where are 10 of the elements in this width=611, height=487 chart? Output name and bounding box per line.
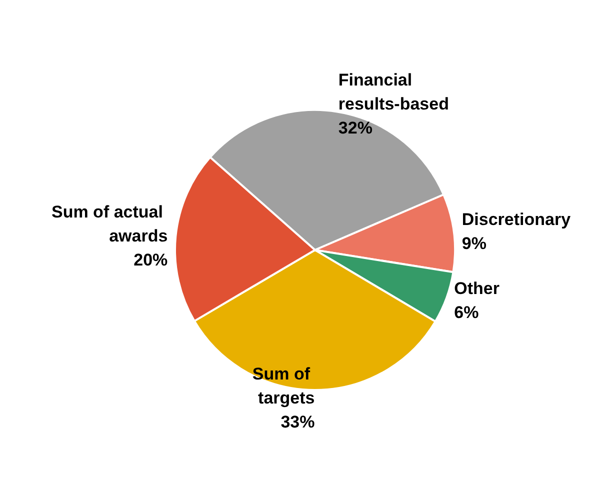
data-label: 33% — [280, 412, 315, 432]
data-label: 32% — [338, 118, 372, 138]
data-label: 9% — [462, 234, 486, 254]
data-label: 20% — [134, 250, 168, 270]
slice-label: Sum of actual awards — [51, 202, 168, 246]
slice-label: Financial results-based — [338, 70, 449, 114]
slice-label: Other — [454, 278, 500, 298]
data-label: 6% — [454, 302, 479, 322]
slice-label: Discretionary — [462, 210, 572, 230]
slice-label: Sum of targets — [252, 364, 315, 408]
